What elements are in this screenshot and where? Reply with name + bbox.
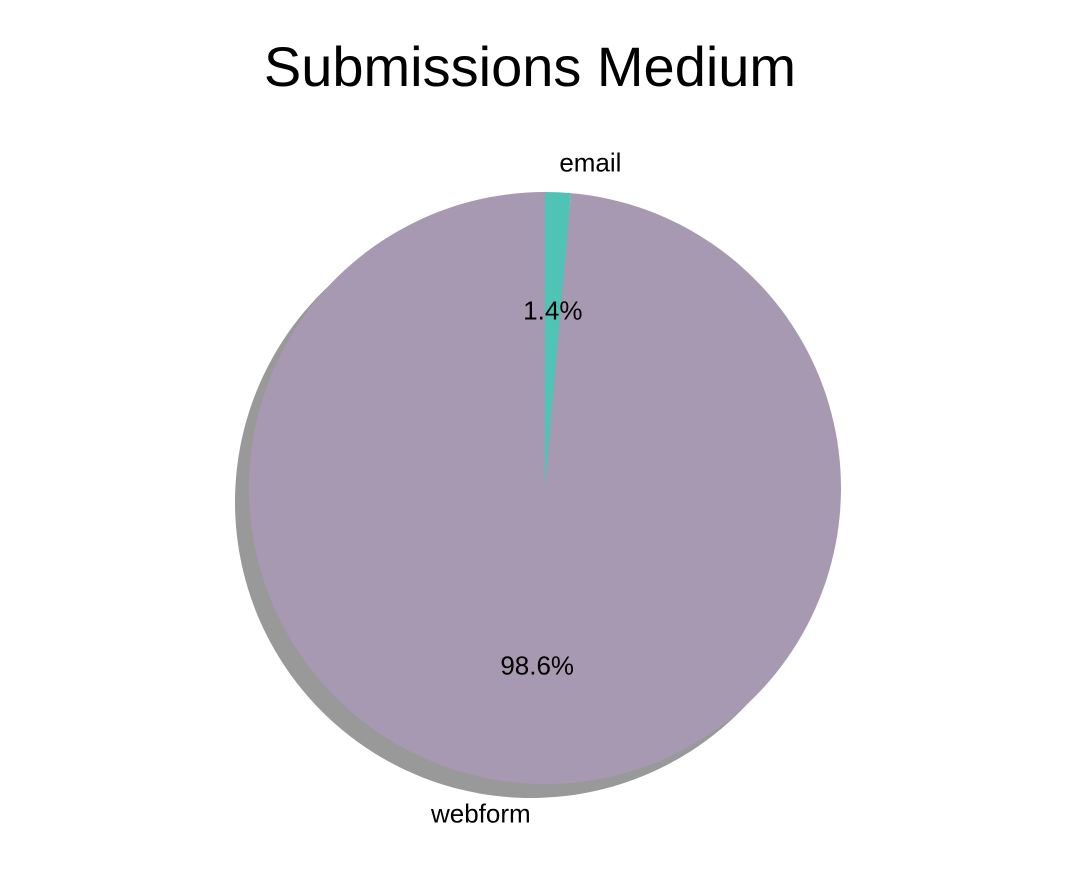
chart-title: Submissions Medium [264,35,796,98]
pie-slice-email [545,192,572,488]
slice-percent-webform: 98.6% [500,650,574,680]
slice-label-webform: webform [430,798,531,828]
slice-percent-email: 1.4% [523,296,582,326]
pie-labels: webform 98.6% email 1.4% [430,148,621,829]
slice-label-email: email [559,148,621,178]
pie-slice-webform [249,192,842,785]
pie-slices [249,192,842,785]
